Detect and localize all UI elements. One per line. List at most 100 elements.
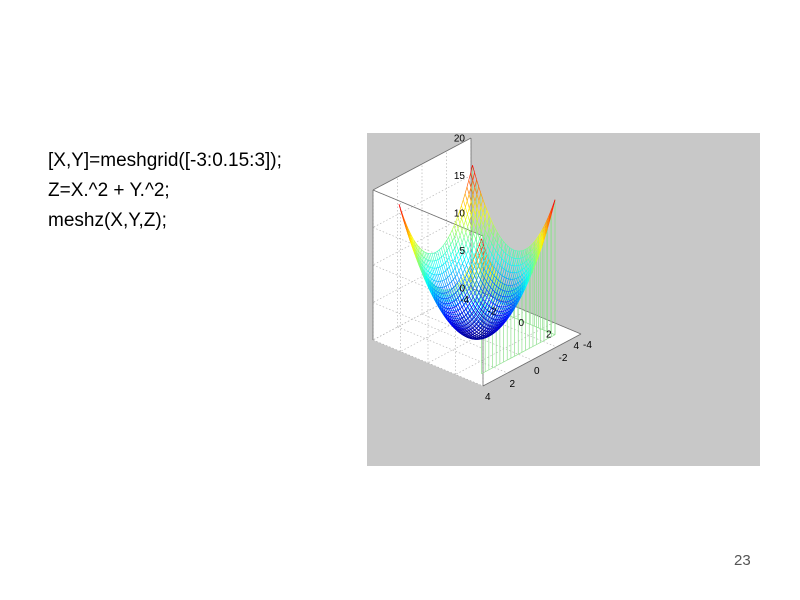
mesh-line <box>526 280 529 286</box>
mesh-line <box>440 292 444 299</box>
mesh-line <box>484 289 487 295</box>
mesh-line <box>455 228 459 234</box>
mesh-line <box>480 332 483 335</box>
mesh-line <box>475 232 478 240</box>
mesh-line <box>497 235 500 244</box>
mesh-line <box>479 303 483 308</box>
mesh-line <box>470 187 474 195</box>
mesh-line <box>484 294 488 298</box>
mesh-line <box>485 324 489 329</box>
mesh-line <box>469 335 472 338</box>
mesh-line <box>509 264 513 266</box>
mesh-line <box>532 250 536 258</box>
mesh-line <box>445 278 449 286</box>
mesh-line <box>456 315 459 317</box>
mesh-line <box>412 243 415 251</box>
mesh-line <box>437 258 440 260</box>
mesh-line <box>458 251 461 258</box>
mesh-line <box>463 297 466 303</box>
mesh-line <box>449 283 453 290</box>
mesh-line <box>470 292 474 298</box>
mesh-line <box>480 244 484 251</box>
mesh-line <box>498 295 502 302</box>
mesh-line <box>505 301 508 307</box>
mesh-line <box>483 248 487 253</box>
mesh-line <box>502 321 506 325</box>
mesh-line <box>492 291 496 298</box>
mesh-line <box>498 281 501 288</box>
mesh-line <box>465 299 468 303</box>
mesh-line <box>452 267 456 272</box>
mesh-line <box>482 330 485 333</box>
mesh-line <box>472 275 475 281</box>
mesh-line <box>532 246 535 254</box>
mesh-line <box>495 243 498 251</box>
mesh-line <box>488 306 492 309</box>
mesh-line <box>506 271 509 279</box>
mesh-line <box>480 206 484 213</box>
mesh-line <box>437 274 441 282</box>
mesh-line <box>503 310 506 315</box>
mesh-line <box>473 304 476 308</box>
mesh-line <box>504 285 507 292</box>
mesh-line <box>490 303 494 309</box>
mesh-line <box>446 308 450 313</box>
mesh-line <box>485 266 489 273</box>
mesh-line <box>427 278 431 285</box>
mesh-line <box>444 243 448 251</box>
mesh-line <box>497 246 500 254</box>
mesh-line <box>494 320 497 325</box>
mesh-line <box>468 329 471 332</box>
mesh-line <box>436 274 439 282</box>
mesh-line <box>434 290 438 296</box>
mesh-line <box>522 256 525 264</box>
mesh-line <box>496 305 500 308</box>
mesh-line <box>470 280 473 285</box>
mesh-line <box>486 303 490 307</box>
mesh-line <box>454 305 457 308</box>
mesh-line <box>477 232 480 239</box>
mesh-line <box>474 172 477 180</box>
mesh-line <box>524 255 527 263</box>
mesh-line <box>487 321 491 326</box>
mesh-line <box>440 281 443 288</box>
mesh-line <box>459 288 462 294</box>
mesh-line <box>517 285 521 292</box>
mesh-line <box>465 219 468 227</box>
mesh-line <box>460 267 464 274</box>
mesh-line <box>467 233 471 239</box>
mesh-line <box>482 305 486 309</box>
mesh-line <box>446 260 450 268</box>
mesh-line <box>459 318 462 323</box>
mesh-line <box>482 212 486 218</box>
z-tick-label: 10 <box>454 209 466 220</box>
mesh-line <box>437 249 440 252</box>
mesh-line <box>430 278 434 285</box>
mesh-line <box>472 266 475 272</box>
mesh-line <box>441 280 445 288</box>
mesh-line <box>481 315 484 320</box>
mesh-line <box>487 227 490 235</box>
mesh-line <box>484 297 488 302</box>
mesh-line <box>502 275 505 278</box>
mesh-line <box>471 261 475 267</box>
mesh-line <box>477 326 481 329</box>
mesh-line <box>476 265 479 272</box>
mesh-line <box>481 236 484 244</box>
mesh-line <box>503 241 506 245</box>
mesh-line <box>459 205 462 212</box>
mesh-line <box>490 231 494 237</box>
mesh-line <box>539 244 542 251</box>
mesh-line <box>515 294 518 301</box>
mesh-line <box>472 271 475 277</box>
mesh-line <box>498 300 502 303</box>
mesh-line <box>479 249 483 255</box>
mesh-line <box>473 299 477 304</box>
mesh-line <box>498 321 501 326</box>
mesh-line <box>486 321 490 325</box>
mesh-line <box>481 254 485 260</box>
mesh-line <box>537 248 540 256</box>
mesh-line <box>501 248 504 252</box>
mesh-line <box>493 304 496 310</box>
mesh-line <box>468 279 472 285</box>
